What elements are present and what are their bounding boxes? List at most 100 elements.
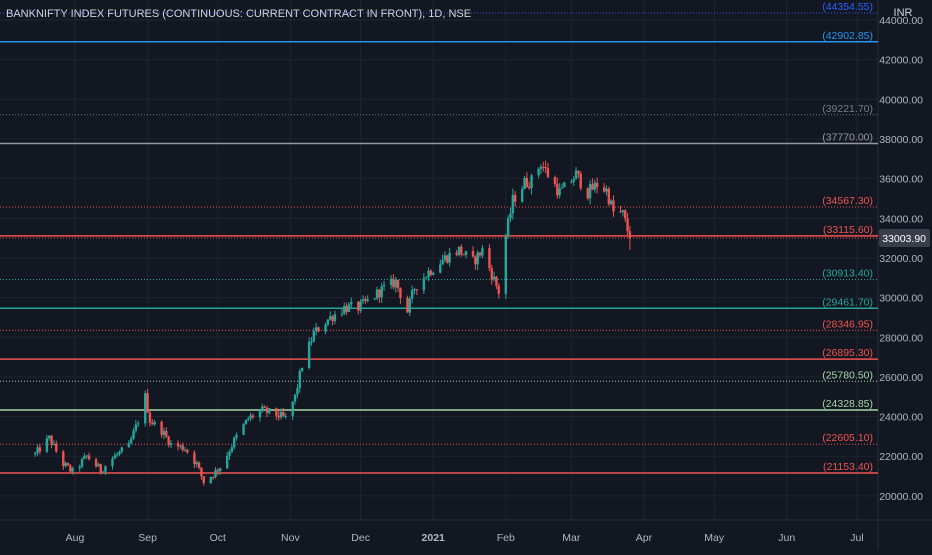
candle-body — [432, 272, 435, 275]
candle-body — [64, 463, 67, 466]
y-tick-label: 40000.00 — [879, 94, 923, 106]
candle-body — [277, 415, 280, 418]
candle-body — [539, 166, 543, 169]
candle-body — [296, 388, 299, 395]
x-tick-label: Sep — [138, 532, 157, 544]
candle-body — [366, 299, 369, 301]
candle-body — [48, 435, 51, 439]
candle-body — [186, 449, 189, 453]
candle-body — [300, 368, 304, 372]
candle-body — [471, 251, 475, 257]
candle-body — [275, 408, 278, 416]
candle-body — [137, 423, 140, 425]
candle-body — [624, 210, 627, 219]
y-tick-label: 38000.00 — [879, 134, 923, 146]
candle-body — [38, 447, 42, 452]
candle-body — [83, 455, 86, 459]
candle-body — [179, 445, 182, 447]
level-label: (37770.00) — [822, 132, 873, 144]
candle-body — [579, 173, 582, 189]
candle-body — [228, 451, 231, 456]
x-tick-label: Nov — [281, 532, 300, 544]
candle-body — [537, 168, 540, 176]
candle-body — [202, 476, 205, 484]
x-tick-label: Oct — [210, 532, 226, 544]
candle-body — [628, 231, 632, 239]
candle-body — [504, 236, 508, 294]
candle-body — [481, 248, 484, 256]
level-labels: (44354.55) (42902.85) (39221.70) (37770.00)… — [822, 1, 873, 473]
candle-body — [389, 278, 393, 285]
candle-body — [209, 476, 212, 484]
price-axis[interactable]: 20000.00 22000.00 24000.00 26000.00 28000.00… — [879, 15, 930, 503]
candle-body — [307, 341, 311, 369]
candle-body — [211, 476, 215, 478]
candle-body — [265, 407, 269, 413]
candle-body — [441, 260, 444, 265]
candle-body — [462, 254, 465, 256]
y-tick-label: 24000.00 — [879, 412, 923, 424]
candle-body — [235, 434, 238, 438]
candle-body — [558, 188, 561, 196]
candle-body — [167, 436, 170, 446]
candle-body — [413, 289, 416, 291]
candle-body — [382, 284, 386, 287]
candle-body — [33, 452, 37, 455]
candle-body — [118, 451, 121, 455]
candle-body — [439, 264, 442, 273]
candle-body — [530, 175, 533, 189]
candle-body — [513, 194, 517, 202]
candle-body — [97, 464, 100, 467]
y-tick-label: 28000.00 — [879, 332, 923, 344]
candle-body — [626, 218, 629, 232]
candle-body — [609, 200, 613, 205]
candle-body — [127, 442, 131, 448]
candle-body — [563, 182, 566, 188]
candle-body — [448, 252, 451, 263]
candle-body — [544, 167, 547, 169]
level-label: (28346.95) — [822, 318, 873, 330]
candle-body — [427, 270, 430, 278]
x-tick-label: Apr — [636, 532, 653, 544]
candle-body — [357, 301, 360, 311]
candle-body — [69, 465, 72, 472]
x-tick-label: Dec — [351, 532, 370, 544]
candle-body — [570, 181, 573, 183]
candle-body — [263, 406, 266, 408]
candle-body — [574, 170, 578, 180]
candle-body — [495, 276, 498, 286]
candle-body — [214, 469, 217, 478]
time-axis[interactable]: Aug Sep Oct Nov Dec 2021 Feb Mar Apr May Jun Jul — [66, 532, 864, 544]
level-label: (42902.85) — [822, 30, 873, 42]
candle-body — [200, 467, 203, 477]
candle-body — [162, 431, 166, 435]
candle-body — [345, 305, 348, 312]
candle-body — [45, 438, 49, 452]
currency-button[interactable]: INR — [893, 7, 913, 19]
candle-body — [560, 187, 564, 189]
candle-body — [607, 188, 611, 205]
candle-body — [78, 466, 81, 469]
candle-body — [101, 471, 105, 473]
candle-body — [216, 469, 220, 472]
candle-body — [244, 419, 248, 425]
candle-body — [314, 327, 318, 332]
y-tick-label: 34000.00 — [879, 213, 923, 225]
x-tick-label: May — [704, 532, 725, 544]
candle-body — [457, 246, 461, 255]
candle-body — [249, 415, 252, 419]
y-tick-label: 32000.00 — [879, 253, 923, 265]
chart-title: BANKNIFTY INDEX FUTURES (CONTINUOUS: CUR… — [6, 8, 472, 20]
candle-body — [94, 459, 98, 467]
candle-body — [572, 179, 575, 182]
x-tick-label: Jun — [778, 532, 795, 544]
candle-body — [474, 256, 477, 265]
x-tick-label: Mar — [562, 532, 581, 544]
candle-body — [577, 170, 580, 174]
candle-body — [525, 177, 529, 187]
y-tick-label: 36000.00 — [879, 174, 923, 186]
candle-body — [415, 289, 419, 291]
